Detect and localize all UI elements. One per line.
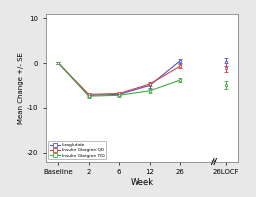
Y-axis label: Mean Change +/- SE: Mean Change +/- SE [18,52,24,124]
Legend: Liraglutide, Insulin Glargine QD, Insulin Glargine TID: Liraglutide, Insulin Glargine QD, Insuli… [48,141,106,159]
X-axis label: Week: Week [131,178,154,187]
